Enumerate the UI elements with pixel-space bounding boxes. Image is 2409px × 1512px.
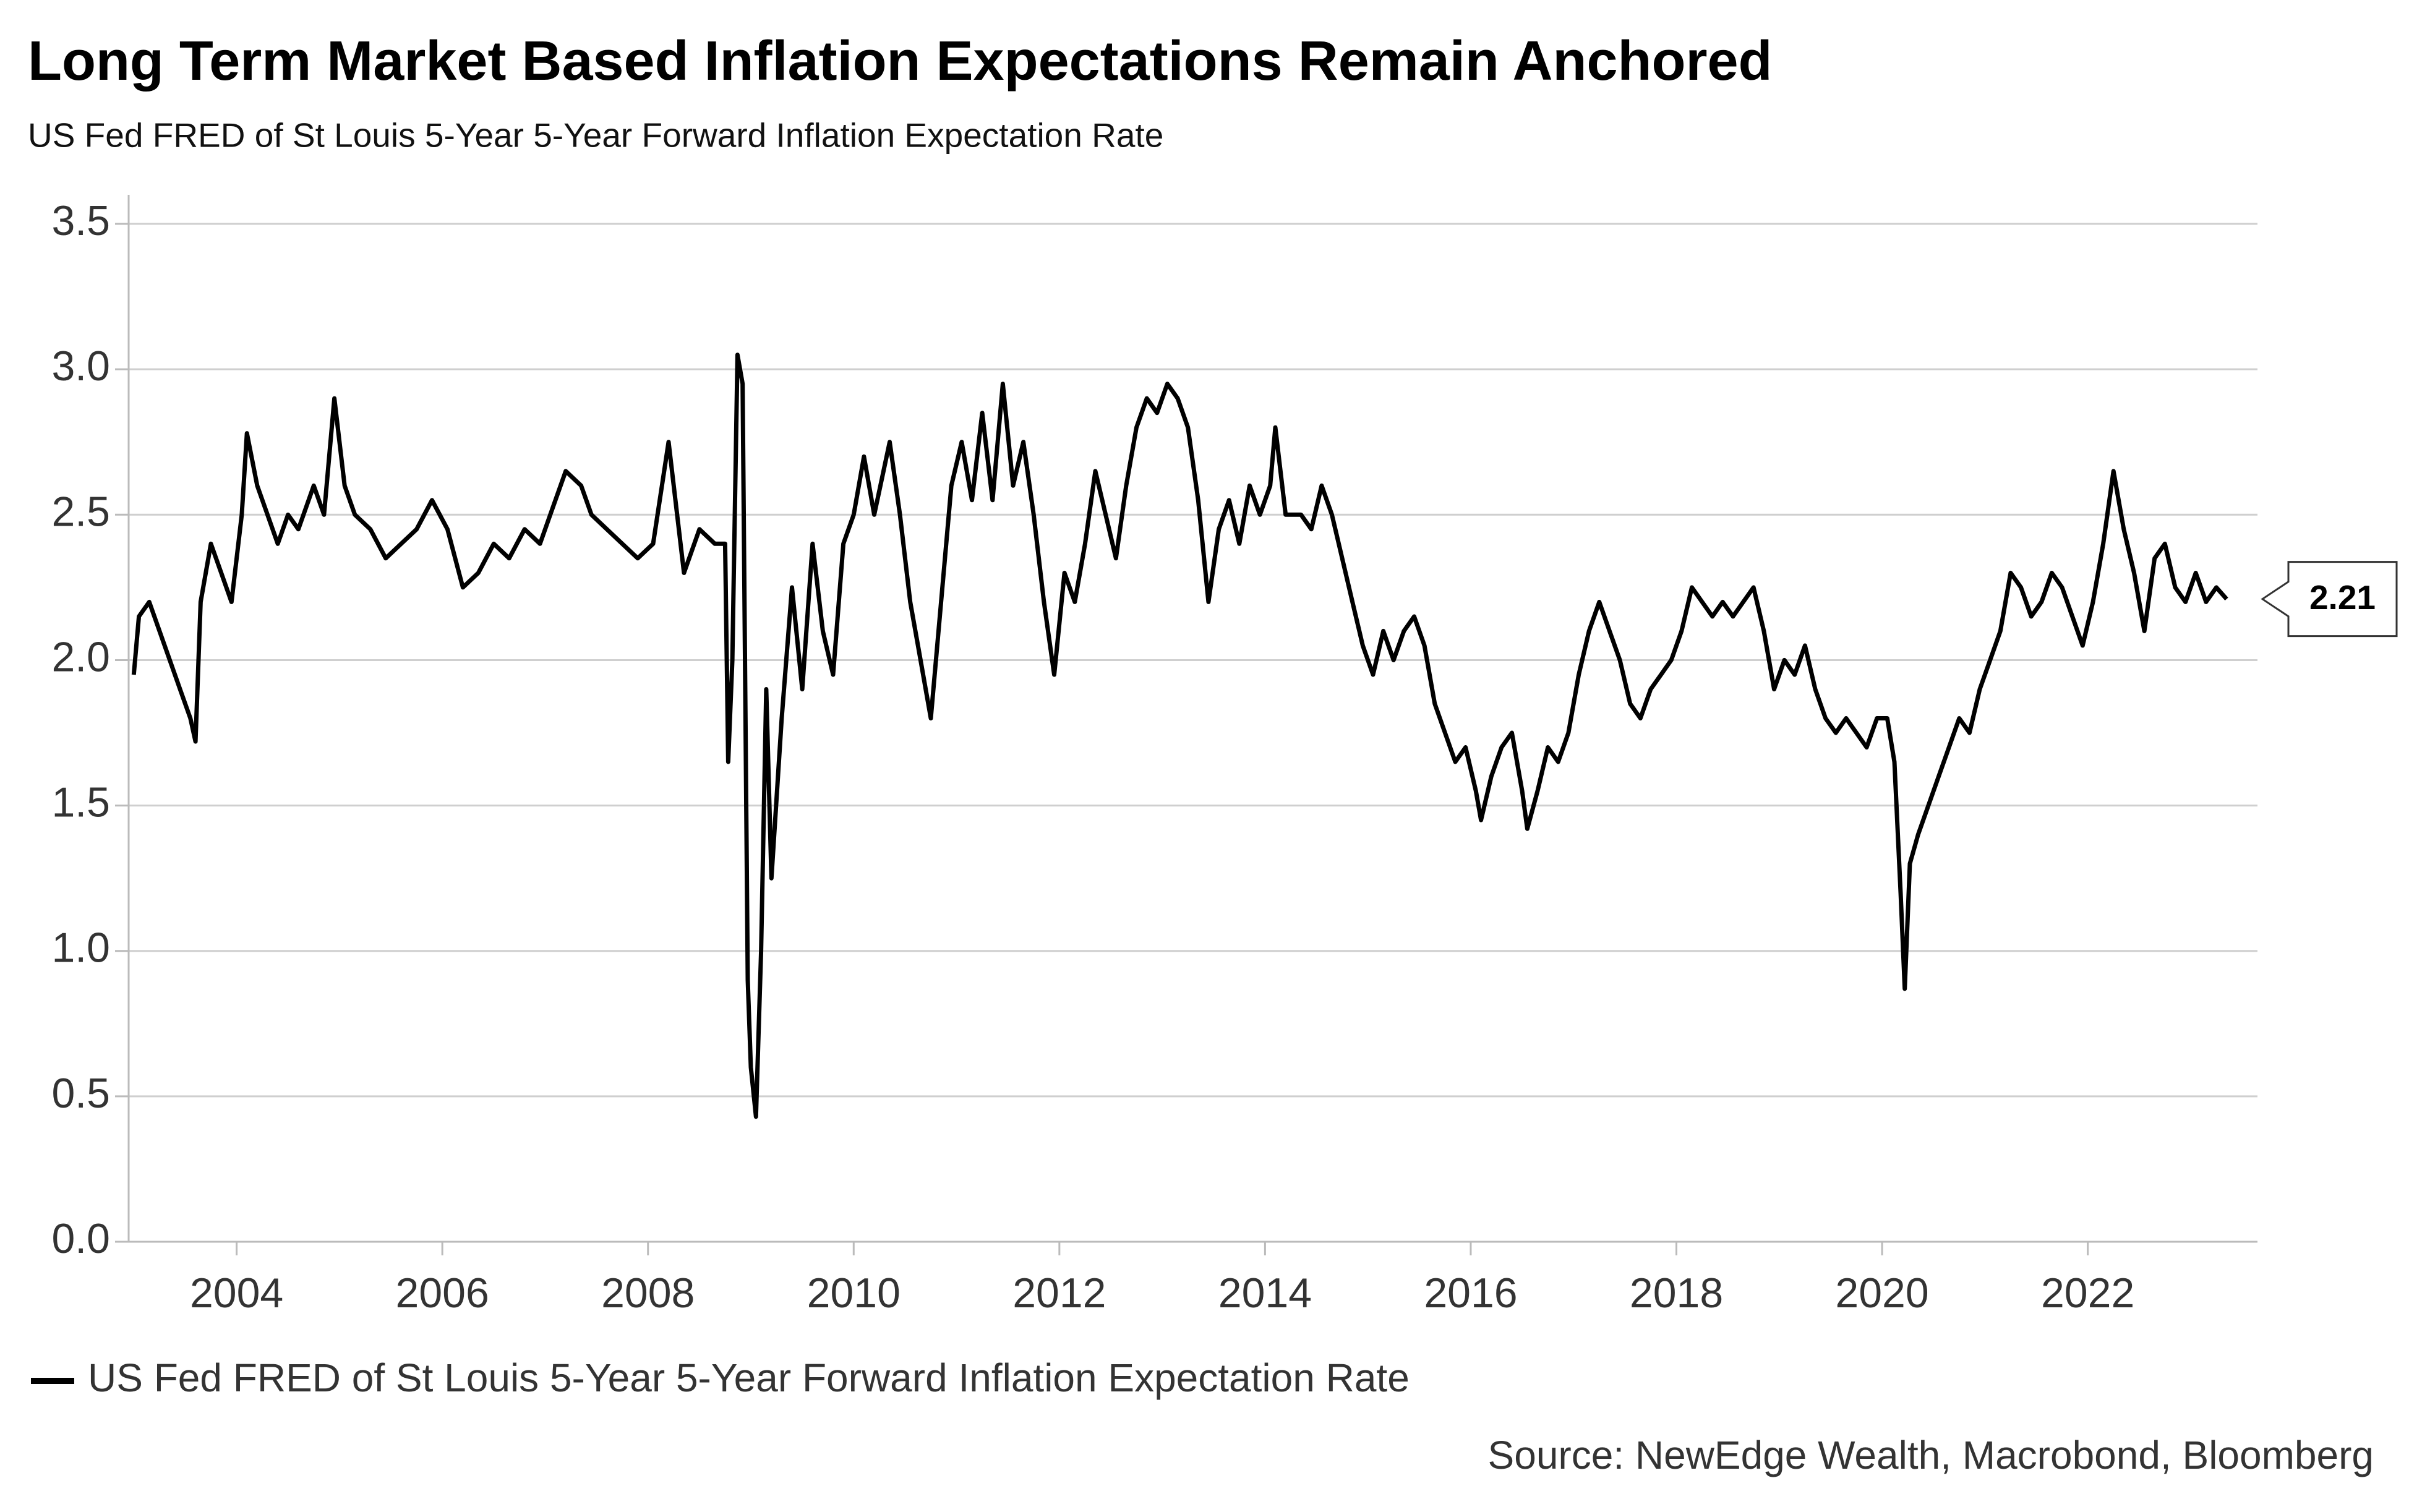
x-tick-label: 2008 xyxy=(601,1270,695,1317)
x-tick-label: 2016 xyxy=(1424,1270,1517,1317)
x-tick-label: 2010 xyxy=(807,1270,901,1317)
source-note: Source: NewEdge Wealth, Macrobond, Bloom… xyxy=(1488,1433,2374,1477)
last-value-callout xyxy=(2261,561,2398,638)
x-tick-label: 2022 xyxy=(2041,1270,2134,1317)
last-value-label: 2.21 xyxy=(2309,578,2376,617)
x-tick-label: 2014 xyxy=(1218,1270,1312,1317)
x-tick-label: 2006 xyxy=(396,1270,489,1317)
y-tick-label: 1.5 xyxy=(51,779,110,826)
y-tick-label: 2.0 xyxy=(51,633,110,680)
data-line xyxy=(131,352,2228,1119)
x-tick-label: 2004 xyxy=(190,1270,283,1317)
chart-title: Long Term Market Based Inflation Expecta… xyxy=(28,30,1773,92)
y-tick-label: 2.5 xyxy=(51,488,110,535)
y-tick-label: 0.0 xyxy=(51,1215,110,1262)
y-tick-label: 1.0 xyxy=(51,925,110,972)
y-tick-label: 0.5 xyxy=(51,1070,110,1117)
x-tick-label: 2018 xyxy=(1630,1270,1723,1317)
x-tick-label: 2020 xyxy=(1835,1270,1928,1317)
chart-subtitle: US Fed FRED of St Louis 5-Year 5-Year Fo… xyxy=(28,116,1163,155)
y-tick-label: 3.5 xyxy=(51,197,110,244)
x-tick-label: 2012 xyxy=(1012,1270,1106,1317)
y-tick-label: 3.0 xyxy=(51,343,110,390)
legend-label: US Fed FRED of St Louis 5-Year 5-Year Fo… xyxy=(88,1356,1410,1400)
